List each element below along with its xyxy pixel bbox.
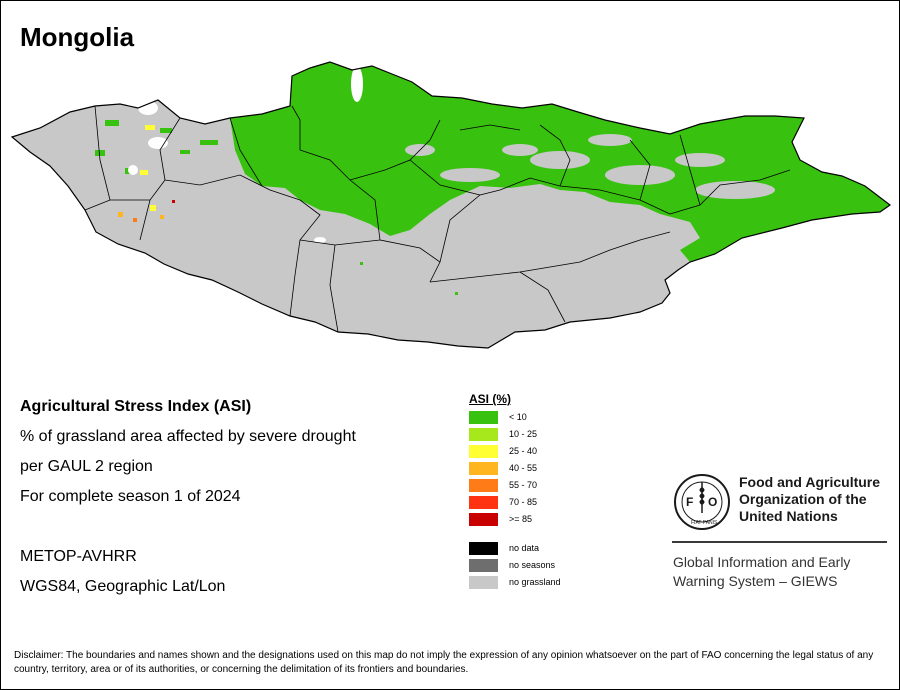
legend-item: no seasons [469, 558, 555, 572]
logo-letter-f: F [686, 495, 693, 509]
legend-label: 40 - 55 [509, 463, 538, 473]
legend-item: no data [469, 541, 539, 555]
fao-org-line: United Nations [739, 508, 838, 524]
legend-label: no seasons [509, 560, 556, 570]
giews-line: Warning System – GIEWS [673, 573, 838, 589]
season-period: For complete season 1 of 2024 [20, 488, 241, 505]
legend-swatch [469, 495, 498, 509]
admin-level: per GAUL 2 region [20, 458, 153, 475]
legend-item: 70 - 85 [469, 495, 537, 509]
legend-item: < 10 [469, 410, 527, 424]
legend-label: no grassland [509, 577, 561, 587]
legend-item: 55 - 70 [469, 478, 537, 492]
legend-item: >= 85 [469, 512, 532, 526]
lakes [128, 66, 363, 243]
legend-label: >= 85 [509, 514, 533, 524]
legend-item: 40 - 55 [469, 461, 537, 475]
legend-swatch [469, 541, 498, 555]
giews-name: Global Information and Early Warning Sys… [673, 553, 850, 591]
asi-west-stress-patches [118, 125, 175, 222]
projection-info: WGS84, Geographic Lat/Lon [20, 578, 226, 595]
logo-motto: FIAT PANIS [691, 520, 718, 526]
legend-swatch [469, 558, 498, 572]
legend-item: 10 - 25 [469, 427, 537, 441]
legend-label: 25 - 40 [509, 446, 538, 456]
index-description: % of grassland area affected by severe d… [20, 428, 356, 445]
legend-swatch [469, 478, 498, 492]
asi-west-green-speckles [95, 120, 458, 295]
fao-divider [672, 541, 887, 543]
legend-label: < 10 [509, 412, 527, 422]
legend-swatch [469, 444, 498, 458]
fao-logo-icon: F O FIAT PANIS [674, 474, 730, 530]
legend-swatch [469, 575, 498, 589]
sensor-name: METOP-AVHRR [20, 548, 137, 565]
legend-title: ASI (%) [469, 392, 511, 406]
giews-line: Global Information and Early [673, 554, 851, 570]
fao-org-line: Food and Agriculture [739, 474, 881, 490]
logo-letter-o: O [708, 495, 717, 509]
legend-item: no grassland [469, 575, 561, 589]
fao-organization-name: Food and Agriculture Organization of the… [739, 474, 880, 525]
fao-org-line: Organization of the [739, 491, 867, 507]
legend-swatch [469, 512, 498, 526]
legend-item: 25 - 40 [469, 444, 537, 458]
legend-label: no data [509, 543, 540, 553]
legend-label: 10 - 25 [509, 429, 538, 439]
legend-label: 55 - 70 [509, 480, 538, 490]
mongolia-map [11, 61, 891, 349]
admin-boundaries [84, 105, 791, 333]
legend-swatch [469, 461, 498, 475]
index-name: Agricultural Stress Index (ASI) [20, 398, 252, 415]
disclaimer-text: Disclaimer: The boundaries and names sho… [14, 650, 874, 675]
legend-label: 70 - 85 [509, 497, 538, 507]
legend-swatch [469, 427, 498, 441]
map-title: Mongolia [20, 22, 135, 52]
legend-swatch [469, 410, 498, 424]
